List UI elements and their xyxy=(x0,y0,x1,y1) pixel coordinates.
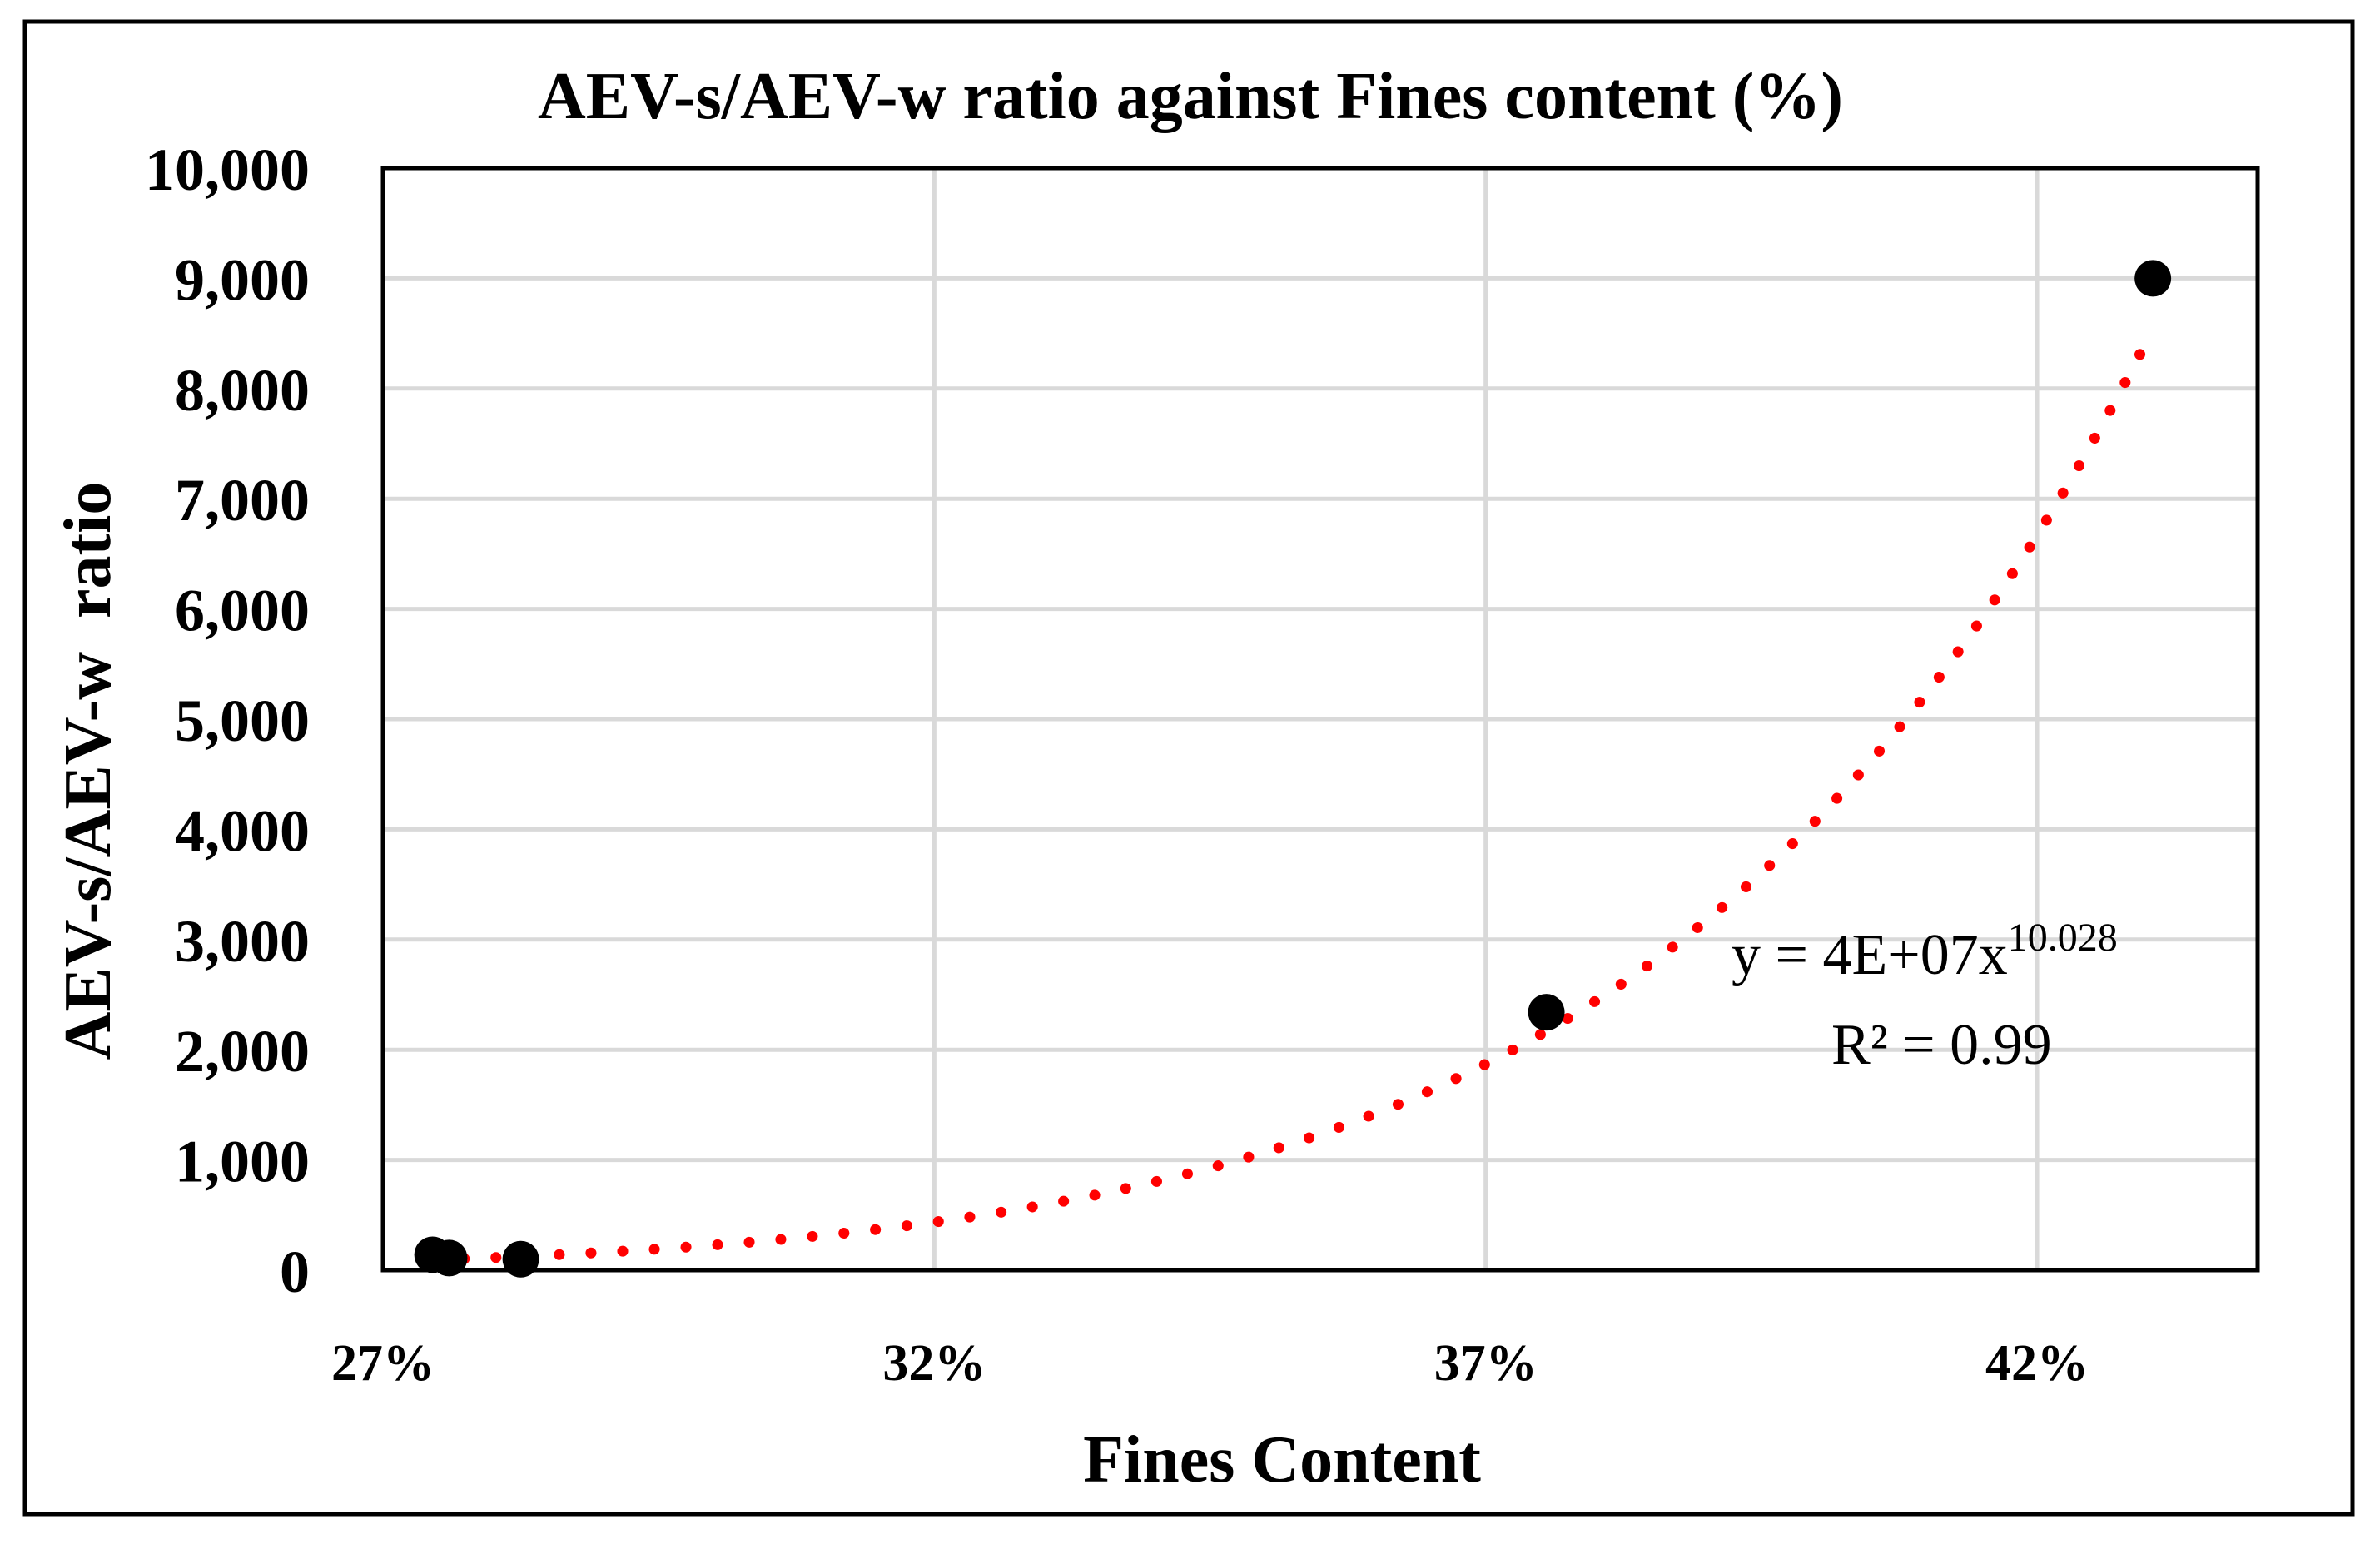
trendline xyxy=(427,345,2148,1266)
y-tick-label: 9,000 xyxy=(175,246,310,313)
x-tick-label: 42% xyxy=(1985,1335,2089,1392)
y-tick-label: 10,000 xyxy=(145,137,310,203)
y-tick-label: 6,000 xyxy=(175,578,310,644)
data-point xyxy=(1528,994,1565,1031)
y-tick-label: 7,000 xyxy=(175,467,310,534)
plot-area: 0 1,000 2,000 3,000 4,000 5,000 6,000 7,000 8,00… xyxy=(145,137,2260,1392)
plot-border xyxy=(380,166,2260,1273)
data-point xyxy=(430,1239,468,1277)
y-tick-label: 4,000 xyxy=(175,797,310,864)
x-tick-label: 37% xyxy=(1434,1335,1538,1392)
trendline-equation: y = 4E+07x10.028 xyxy=(1732,916,2118,987)
trendline-equation-base: y = 4E+07x xyxy=(1732,923,2008,987)
y-tick-label: 1,000 xyxy=(175,1129,310,1195)
y-tick-label: 8,000 xyxy=(175,357,310,424)
data-point xyxy=(502,1240,539,1278)
y-axis-label: AEV-s/AEV-w ratio xyxy=(52,482,125,1060)
trendline-r-squared: R² = 0.99 xyxy=(1831,1013,2052,1077)
data-point xyxy=(2134,260,2172,297)
x-tick-label: 27% xyxy=(331,1335,435,1392)
x-tick-label: 32% xyxy=(882,1335,986,1392)
y-tick-label: 2,000 xyxy=(175,1018,310,1085)
chart-title: AEV-s/AEV-w ratio against Fines content … xyxy=(538,60,1843,133)
trendline-equation-exponent: 10.028 xyxy=(2008,916,2118,960)
figure-border xyxy=(22,19,2355,1517)
y-tick-label: 5,000 xyxy=(175,688,310,754)
x-axis-label: Fines Content xyxy=(1083,1423,1481,1497)
y-tick-label: 3,000 xyxy=(175,908,310,975)
y-tick-label: 0 xyxy=(280,1239,310,1305)
